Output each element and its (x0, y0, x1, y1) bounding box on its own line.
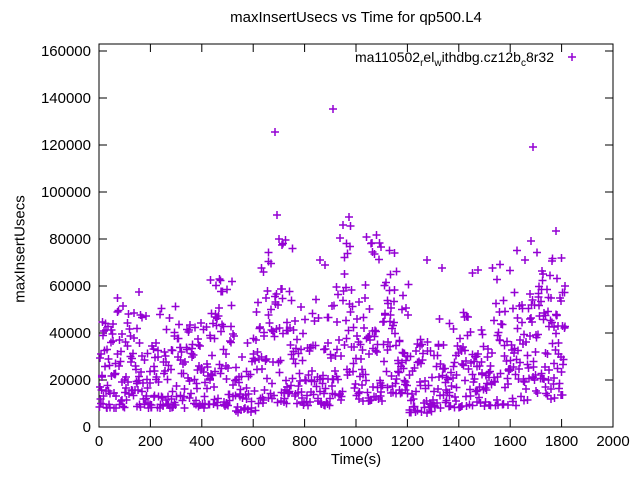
chart-title: maxInsertUsecs vs Time for qp500.L4 (230, 9, 482, 26)
plot-border (98, 43, 614, 428)
legend-text-segment: ithdbg.cz12b (441, 49, 521, 65)
tick-marks (98, 44, 614, 428)
legend-subscript: c (520, 57, 526, 69)
x-axis-label: Time(s) (330, 451, 382, 468)
plus-marker-icon (568, 53, 576, 61)
y-tick-label: 0 (83, 419, 91, 436)
axes: 0 200 400 600 800 1000 1200 1400 1600 1800 2000020… (41, 43, 630, 450)
x-tick-label: 800 (292, 433, 317, 450)
legend-label: ma110502relwithdbg.cz12bc8r32 (354, 49, 554, 68)
legend-text-segment: 8r32 (525, 49, 554, 65)
y-tick-label: 20000 (49, 372, 91, 389)
x-tick-label: 1800 (545, 433, 578, 450)
y-tick-label: 80000 (49, 231, 91, 248)
y-tick-label: 40000 (49, 325, 91, 342)
y-tick-label: 60000 (49, 278, 91, 295)
data-points-path (95, 105, 569, 417)
y-tick-label: 140000 (41, 90, 91, 107)
y-tick-label: 160000 (41, 43, 91, 60)
x-tick-label: 1000 (339, 433, 372, 450)
x-tick-label: 2000 (596, 433, 629, 450)
legend-text-segment: ma110502 (354, 49, 421, 65)
x-tick-label: 200 (138, 433, 163, 450)
scatter-points (95, 105, 569, 417)
x-tick-label: 400 (189, 433, 214, 450)
legend-subscript: r (420, 57, 424, 69)
y-tick-label: 100000 (41, 184, 91, 201)
legend-subscript: w (434, 57, 442, 69)
y-tick-label: 120000 (41, 137, 91, 154)
legend-text-segment: el (423, 49, 435, 65)
legend: ma110502relwithdbg.cz12bc8r32 (354, 49, 577, 68)
x-tick-label: 1200 (391, 433, 424, 450)
x-tick-label: 1600 (494, 433, 527, 450)
x-tick-label: 600 (241, 433, 266, 450)
x-tick-label: 0 (95, 433, 103, 450)
x-tick-label: 1400 (442, 433, 475, 450)
